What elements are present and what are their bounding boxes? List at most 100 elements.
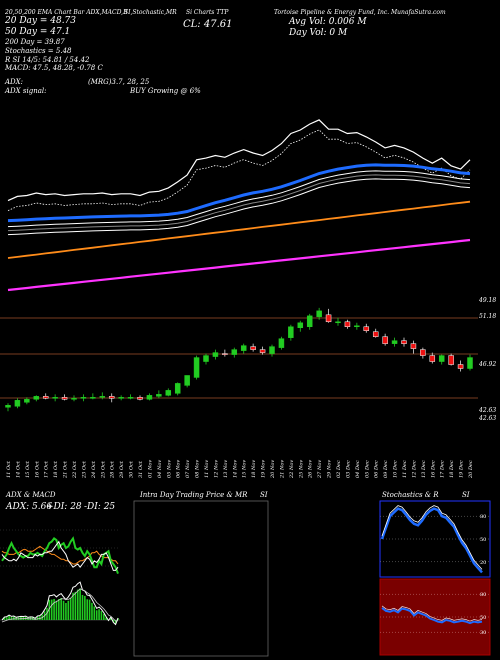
macd-histogram-bar xyxy=(36,616,39,620)
candle-body xyxy=(14,400,21,407)
header-line1c: Si Charts TTP xyxy=(186,9,229,16)
candle-body xyxy=(344,321,351,327)
si-line xyxy=(381,607,483,625)
ema200-label: 200 Day = 39.87 xyxy=(5,38,65,46)
x-tick-label: 14 Nov xyxy=(232,460,238,478)
candle-body xyxy=(33,396,40,400)
macd-histogram-bar xyxy=(55,600,58,620)
macd-histogram-bar xyxy=(91,602,93,620)
si-tick-label: 30 xyxy=(480,630,486,636)
mrg-label: (MRG)3.7, 28, 25 xyxy=(88,78,150,86)
macd-histogram-bar xyxy=(41,614,44,620)
stoch-panel-sub: SI xyxy=(462,491,470,499)
macd-histogram-bar xyxy=(20,616,22,620)
macd-histogram-bar xyxy=(3,617,6,620)
candle-body xyxy=(212,352,219,357)
candle-body xyxy=(203,355,209,362)
si-panel-frame xyxy=(379,578,491,656)
candle-body xyxy=(448,355,454,365)
candle-body xyxy=(467,357,473,369)
candle-body xyxy=(146,395,153,400)
x-tick-label: 11 Oct xyxy=(6,460,12,478)
macd-histogram-bar xyxy=(62,600,65,620)
macd-histogram-bar xyxy=(46,607,48,620)
macd-histogram-bar xyxy=(13,616,15,620)
macd-histogram-bar xyxy=(105,617,107,620)
x-tick-label: 22 Oct xyxy=(72,460,78,479)
day-vol-label: Day Vol: 0 M xyxy=(289,28,348,38)
candle-body xyxy=(80,397,87,399)
x-tick-label: 05 Nov xyxy=(166,460,172,478)
macd-histogram-bar xyxy=(69,597,72,620)
x-tick-label: 18 Nov xyxy=(251,460,257,478)
candle-body xyxy=(363,326,370,331)
macd-histogram-bar xyxy=(114,620,117,624)
stoch-line-main xyxy=(380,507,483,574)
mdi-value-label: -DI: 25 xyxy=(84,502,116,512)
x-tick-label: 06 Dec xyxy=(374,460,380,478)
macd-histogram-bar xyxy=(48,599,51,620)
x-tick-label: 15 Nov xyxy=(242,460,248,478)
candle-body xyxy=(306,315,313,327)
adx-series-ADX xyxy=(1,545,119,565)
stoch-panel-title: Stochastics & R xyxy=(382,491,439,499)
candle-body xyxy=(24,399,30,403)
candle-body xyxy=(90,397,96,399)
x-tick-label: 13 Dec xyxy=(421,460,427,478)
si-line-white xyxy=(381,605,483,622)
macd-histogram-bar xyxy=(88,599,91,620)
x-tick-label: 18 Dec xyxy=(449,460,455,478)
adx-label: ADX: xyxy=(5,78,24,86)
x-tick-label: 11 Dec xyxy=(402,460,408,478)
ema50-label: 50 Day = 47.1 xyxy=(5,27,71,37)
x-tick-label: 11 Nov xyxy=(204,460,210,478)
price-axis-l4: 42.63 xyxy=(479,415,497,422)
x-tick-label: 08 Nov xyxy=(195,460,201,478)
candle-body xyxy=(457,364,464,369)
adx-panel-bg xyxy=(0,510,120,580)
candle-body xyxy=(391,340,398,344)
macd-histogram-bar xyxy=(65,602,67,620)
si-label: R SI 14/5: 54.81 / 54.42 xyxy=(5,56,90,64)
candle-body xyxy=(5,405,11,408)
x-tick-label: 29 Oct xyxy=(119,460,125,479)
adx-series-plusDI xyxy=(1,536,119,574)
stoch-panel-frame xyxy=(379,500,491,578)
x-tick-label: 23 Oct xyxy=(81,460,87,479)
candle-body xyxy=(382,336,388,344)
x-tick-label: 10 Dec xyxy=(393,460,399,478)
macd-histogram-bar xyxy=(29,617,32,620)
candle-body xyxy=(108,396,115,399)
candle-body xyxy=(297,322,304,328)
candle-body xyxy=(288,326,294,338)
candle-body xyxy=(137,397,143,400)
x-tick-label: 04 Nov xyxy=(157,460,163,478)
candle-body xyxy=(438,355,445,362)
x-tick-label: 19 Nov xyxy=(261,460,267,478)
macd-histogram-bar xyxy=(39,616,41,620)
intraday-panel-frame xyxy=(133,500,269,657)
price-axis-top: 49.18 xyxy=(479,297,497,304)
x-tick-label: 21 Nov xyxy=(279,460,285,479)
buy-label: BUY Growing @ 6% xyxy=(130,87,201,95)
x-tick-label: 19 Dec xyxy=(459,460,465,478)
stoch-tick-label: 80 xyxy=(480,514,486,520)
macd-histogram-bar xyxy=(110,617,112,620)
macd-histogram-bar xyxy=(24,616,27,620)
candle-body xyxy=(420,349,426,356)
adx-value-label: ADX: 5.66 xyxy=(6,502,53,512)
price-axis-l1: 51.18 xyxy=(479,313,497,320)
macd-signal-line xyxy=(1,588,119,623)
macd-histogram-bar xyxy=(31,617,34,620)
macd-histogram-bar xyxy=(58,599,60,620)
x-tick-label: 17 Oct xyxy=(44,460,50,478)
ema50-line xyxy=(7,200,471,259)
x-tick-label: 21 Oct xyxy=(63,460,69,479)
macd-histogram-bar xyxy=(15,617,18,620)
ema20-band-upper xyxy=(7,170,471,228)
x-tick-label: 24 Oct xyxy=(91,460,97,479)
x-tick-label: 12 Dec xyxy=(411,460,417,478)
close-label: CL: 47.61 xyxy=(183,19,233,30)
si-tick-label: 50 xyxy=(480,615,486,621)
macd-histogram-bar xyxy=(86,599,89,620)
